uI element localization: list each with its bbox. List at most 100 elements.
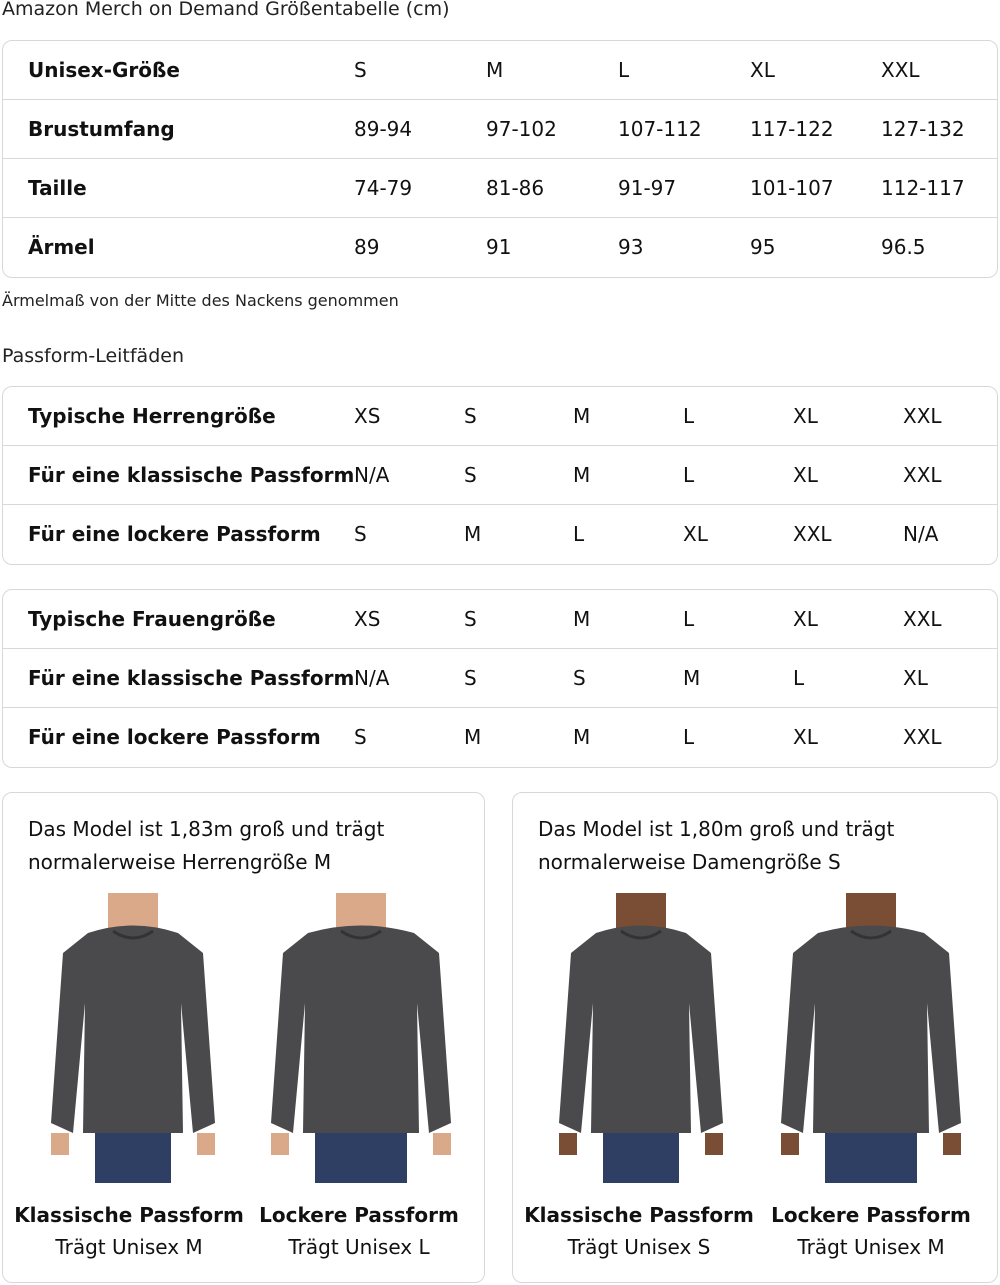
table-cell: 91-97	[618, 176, 677, 200]
table-cell: N/A	[903, 522, 939, 546]
table-row: Unisex-Größe S M L XL XXL	[3, 41, 997, 100]
table-cell: XL	[793, 725, 818, 749]
description-line: normalerweise Herrengröße M	[28, 850, 332, 874]
description-line: Das Model ist 1,80m groß und trägt	[538, 817, 895, 841]
table-cell: 112-117	[881, 176, 965, 200]
table-cell: L	[683, 607, 695, 631]
table-row: Für eine lockere Passform S M M L XL XXL	[3, 708, 997, 767]
sleeve-note: Ärmelmaß von der Mitte des Nackens genom…	[2, 291, 399, 310]
fit-label: Lockere Passform	[259, 1203, 459, 1227]
table-cell: XXL	[903, 463, 942, 487]
table-row: Ärmel 89 91 93 95 96.5	[3, 218, 997, 277]
model-description: Das Model ist 1,83m groß und trägt norma…	[28, 813, 384, 879]
table-cell: 81-86	[486, 176, 545, 200]
row-label: Für eine lockere Passform	[28, 522, 321, 546]
wears-label: Trägt Unisex L	[288, 1235, 430, 1259]
table-cell: S	[354, 522, 367, 546]
table-cell: XS	[354, 404, 381, 428]
row-label: Typische Herrengröße	[28, 404, 276, 428]
table-cell: M	[573, 725, 591, 749]
table-cell: XXL	[903, 607, 942, 631]
table-cell: M	[464, 522, 482, 546]
table-cell: 127-132	[881, 117, 965, 141]
table-cell: XS	[354, 607, 381, 631]
table-cell: 117-122	[750, 117, 834, 141]
table-row: Typische Frauengröße XS S M L XL XXL	[3, 590, 997, 649]
size-chart-title: Amazon Merch on Demand Größentabelle (cm…	[2, 0, 450, 20]
photo-caption: Lockere Passform Trägt Unisex M	[751, 1203, 991, 1259]
table-cell: S	[464, 404, 477, 428]
table-cell: S	[573, 666, 586, 690]
table-cell: N/A	[354, 666, 390, 690]
table-cell: XL	[793, 463, 818, 487]
model-description: Das Model ist 1,80m groß und trägt norma…	[538, 813, 894, 879]
description-line: Das Model ist 1,83m groß und trägt	[28, 817, 385, 841]
table-cell: 95	[750, 235, 776, 259]
table-cell: L	[573, 522, 585, 546]
row-label: Taille	[28, 176, 87, 200]
model-photo	[33, 893, 233, 1183]
table-cell: XXL	[903, 725, 942, 749]
fit-guides-title: Passform-Leitfäden	[2, 345, 184, 367]
table-cell: XXL	[903, 404, 942, 428]
table-row: Für eine klassische Passform N/A S S M L XL	[3, 649, 997, 708]
table-cell: S	[464, 463, 477, 487]
table-cell: L	[683, 404, 695, 428]
table-cell: XXL	[793, 522, 832, 546]
table-cell: L	[683, 725, 695, 749]
table-cell: S	[464, 666, 477, 690]
men-fit-table: Typische Herrengröße XS S M L XL XXL Für eine k…	[2, 386, 998, 565]
women-model-card: Das Model ist 1,80m groß und trägt norma…	[512, 792, 998, 1283]
table-cell: M	[464, 725, 482, 749]
table-cell: L	[793, 666, 805, 690]
table-cell: M	[486, 58, 504, 82]
description-line: normalerweise Damengröße S	[538, 850, 841, 874]
table-cell: XL	[683, 522, 708, 546]
photo-caption: Klassische Passform Trägt Unisex S	[519, 1203, 759, 1259]
table-cell: L	[683, 463, 695, 487]
table-cell: 91	[486, 235, 512, 259]
men-model-card: Das Model ist 1,83m groß und trägt norma…	[2, 792, 485, 1283]
fit-label: Klassische Passform	[14, 1203, 244, 1227]
model-photo	[261, 893, 461, 1183]
table-row: Für eine klassische Passform N/A S M L XL XXL	[3, 446, 997, 505]
row-label: Unisex-Größe	[28, 58, 180, 82]
row-label: Typische Frauengröße	[28, 607, 276, 631]
table-cell: S	[464, 607, 477, 631]
table-cell: XL	[793, 404, 818, 428]
table-cell: 96.5	[881, 235, 926, 259]
table-cell: N/A	[354, 463, 390, 487]
row-label: Für eine lockere Passform	[28, 725, 321, 749]
table-row: Für eine lockere Passform S M L XL XXL N/A	[3, 505, 997, 564]
model-photo	[541, 893, 741, 1183]
table-cell: XL	[903, 666, 928, 690]
table-cell: 89-94	[354, 117, 413, 141]
table-cell: XXL	[881, 58, 920, 82]
row-label: Ärmel	[28, 235, 95, 259]
table-cell: 107-112	[618, 117, 702, 141]
table-cell: 93	[618, 235, 644, 259]
table-cell: 89	[354, 235, 380, 259]
photo-caption: Lockere Passform Trägt Unisex L	[239, 1203, 479, 1259]
table-row: Taille 74-79 81-86 91-97 101-107 112-117	[3, 159, 997, 218]
size-chart-table: Unisex-Größe S M L XL XXL Brustumfang 89-94 97-1…	[2, 40, 998, 278]
wears-label: Trägt Unisex S	[567, 1235, 711, 1259]
table-cell: M	[573, 463, 591, 487]
women-fit-table: Typische Frauengröße XS S M L XL XXL Für eine k…	[2, 589, 998, 768]
photo-caption: Klassische Passform Trägt Unisex M	[9, 1203, 249, 1259]
table-cell: M	[573, 404, 591, 428]
row-label: Für eine klassische Passform	[28, 666, 355, 690]
table-cell: M	[573, 607, 591, 631]
model-photo	[771, 893, 971, 1183]
table-row: Typische Herrengröße XS S M L XL XXL	[3, 387, 997, 446]
row-label: Brustumfang	[28, 117, 175, 141]
table-cell: S	[354, 58, 367, 82]
fit-label: Lockere Passform	[771, 1203, 971, 1227]
table-cell: 101-107	[750, 176, 834, 200]
table-row: Brustumfang 89-94 97-102 107-112 117-122 127-…	[3, 100, 997, 159]
wears-label: Trägt Unisex M	[55, 1235, 203, 1259]
table-cell: M	[683, 666, 701, 690]
row-label: Für eine klassische Passform	[28, 463, 355, 487]
table-cell: S	[354, 725, 367, 749]
table-cell: 97-102	[486, 117, 557, 141]
